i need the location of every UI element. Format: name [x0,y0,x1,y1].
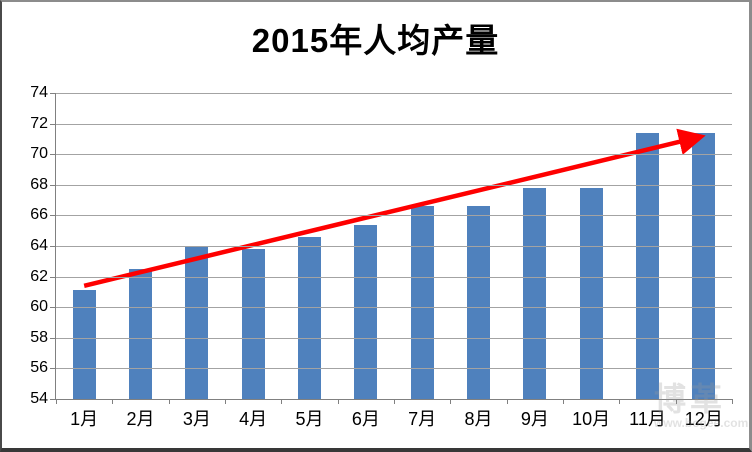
bar-6月 [354,224,378,399]
y-axis-tick [50,123,56,125]
x-axis-tick [337,399,339,404]
y-axis-tick [50,154,56,156]
plot-area: 54 56 58 60 62 64 66 68 70 72 74 1月 2月 3月 4月 5月 6月 7月 8月 9月… [30,85,733,428]
y-axis-tick-label: 64 [30,237,48,254]
x-axis-tick [506,399,508,404]
y-axis-tick [50,93,56,94]
x-axis-tick [225,399,226,404]
y-axis-tick-label: 70 [30,145,48,163]
gridline-y-70 [56,154,732,156]
x-axis-label-8月: 8月 [464,409,493,429]
y-axis-tick [50,246,56,247]
gridline-y-56 [56,368,732,370]
gridline-y-74 [56,93,732,94]
x-axis-tick [619,399,621,404]
x-axis-label-4月: 4月 [239,409,268,429]
x-axis-tick [450,399,452,404]
x-axis-label-12月: 12月 [684,409,723,429]
bar-11月 [636,132,659,399]
gridline-y-58 [56,337,732,339]
x-axis-tick [675,399,677,404]
chart-title: 2015年人均产量 [251,22,500,59]
x-axis-tick [732,399,733,404]
bar-3月 [185,246,209,399]
y-axis-tick [50,276,56,278]
trend-arrow-line [83,128,706,288]
gridline-y-66 [56,215,732,217]
y-axis-tick [50,307,56,309]
x-axis-tick [563,399,564,404]
y-axis-tick-label: 62 [30,267,48,285]
y-axis-tick-label: 74 [30,84,48,101]
x-axis-label-10月: 10月 [572,409,611,429]
gridline-y-72 [56,123,732,125]
gridline-y-64 [56,246,732,247]
x-axis-label-3月: 3月 [182,409,211,429]
x-axis-label-5月: 5月 [295,409,324,429]
x-axis-tick [281,399,283,404]
bar-4月 [241,249,265,399]
bar-10月 [579,187,603,399]
y-axis-tick-label: 56 [30,359,48,377]
bar-9月 [523,187,547,399]
gridline-y-62 [56,276,732,278]
x-axis-tick [56,399,57,404]
y-axis-tick-label: 72 [30,114,48,132]
x-axis-tick [394,399,395,404]
y-axis-tick [50,368,56,370]
gridline-y-60 [56,307,732,309]
y-axis-tick-label: 66 [30,206,48,224]
y-axis-tick-label: 60 [30,298,48,316]
bar-12月 [692,132,716,399]
x-axis-tick [168,399,170,404]
bar-1月 [72,290,96,399]
y-axis-tick [50,337,56,339]
x-axis-label-6月: 6月 [351,409,380,429]
bar-5月 [298,236,321,399]
bar-7月 [410,206,434,399]
x-axis-label-11月: 11月 [629,409,666,429]
y-axis-tick-label: 58 [30,328,48,346]
bar-2月 [129,268,152,399]
x-axis-label-2月: 2月 [126,409,155,429]
bar-8月 [467,206,490,399]
x-axis-label-7月: 7月 [408,409,437,429]
y-axis-tick [50,184,56,186]
y-axis-tick [50,215,56,217]
x-axis-tick [112,399,114,404]
gridline-y-68 [56,184,732,186]
x-axis-label-1月: 1月 [70,409,99,429]
x-axis-label-9月: 9月 [520,409,549,429]
y-axis-tick-label: 68 [30,175,48,193]
y-axis-tick-label: 54 [30,390,48,407]
y-axis-tick [50,399,56,400]
